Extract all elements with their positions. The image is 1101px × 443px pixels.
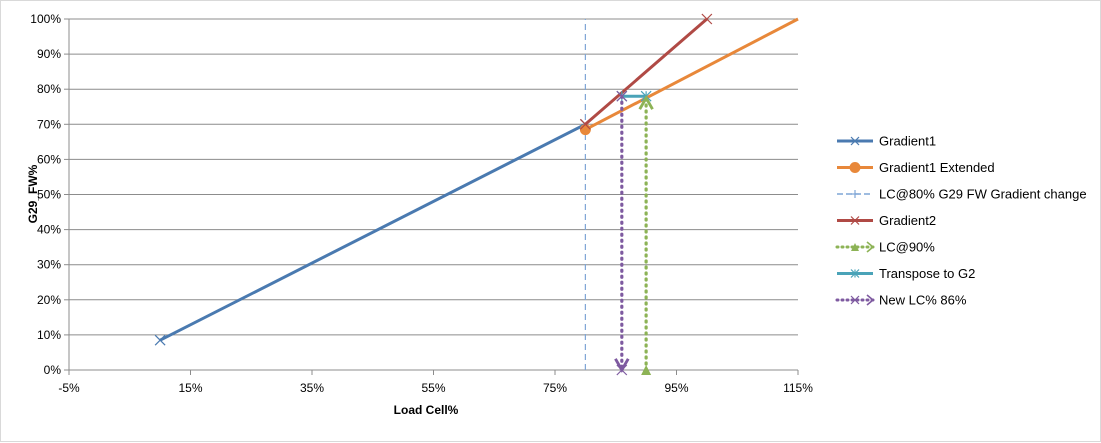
- series-line-3: [584, 17, 708, 126]
- data-point: [849, 162, 861, 173]
- data-point: [851, 190, 859, 198]
- x-axis-title: Load Cell%: [394, 403, 459, 417]
- data-point: [616, 90, 628, 102]
- grid-layer: [69, 18, 798, 371]
- legend-label: Gradient1 Extended: [879, 160, 995, 175]
- data-point: [701, 13, 713, 25]
- y-tick-label: 40%: [37, 223, 61, 237]
- y-tick-label: 80%: [37, 82, 61, 96]
- x-tick-label: 35%: [300, 381, 324, 395]
- series-line-0: [159, 122, 587, 342]
- data-point: [579, 118, 591, 130]
- data-point: [641, 365, 652, 375]
- legend-label: Gradient1: [879, 134, 936, 149]
- data-point: [154, 334, 166, 346]
- y-tick-label: 70%: [37, 117, 61, 131]
- x-tick-label: 55%: [421, 381, 445, 395]
- legend-item: Gradient2: [837, 213, 936, 228]
- axis-layer: 0% 10% 20% 30% 40% 50% 60% 70% 80% 90% 100% -5% 15% 3…: [30, 12, 813, 395]
- y-tick-label: 100%: [30, 12, 61, 26]
- legend-label: LC@80% G29 FW Gradient change: [879, 187, 1087, 202]
- data-point: [850, 295, 860, 305]
- legend-item: Transpose to G2: [837, 266, 975, 281]
- legend-item: Gradient1: [837, 134, 936, 149]
- x-tick-label: -5%: [58, 381, 80, 395]
- data-point: [579, 124, 591, 136]
- y-tick-label: 20%: [37, 293, 61, 307]
- y-tick-label: 30%: [37, 258, 61, 272]
- legend-item: LC@80% G29 FW Gradient change: [837, 187, 1087, 202]
- x-tick-label: 115%: [783, 381, 813, 395]
- data-point: [850, 136, 860, 146]
- legend-item: LC@90%: [835, 240, 935, 255]
- legend-label: Gradient2: [879, 213, 936, 228]
- data-point: [616, 364, 628, 376]
- y-tick-label: 90%: [37, 47, 61, 61]
- legend-label: Transpose to G2: [879, 266, 975, 281]
- data-point: [851, 243, 859, 251]
- legend-item: Gradient1 Extended: [837, 160, 995, 175]
- y-tick-label: 0%: [44, 363, 62, 377]
- series-layer: [154, 13, 799, 376]
- x-tick-label: 95%: [664, 381, 688, 395]
- data-point: [850, 216, 860, 225]
- y-tick-label: 50%: [37, 188, 61, 202]
- series-line-1: [584, 17, 799, 131]
- legend-label: New LC% 86%: [879, 293, 967, 308]
- x-tick-label: 15%: [178, 381, 202, 395]
- legend-item: New LC% 86%: [835, 293, 967, 308]
- y-tick-label: 60%: [37, 152, 61, 166]
- y-tick-label: 10%: [37, 328, 61, 342]
- x-tick-label: 75%: [543, 381, 567, 395]
- legend-layer: Gradient1 Gradient1 Extended LC@80% G29 FW…: [835, 134, 1087, 308]
- data-point: [850, 269, 860, 278]
- y-axis-title: G29_FW%: [26, 164, 40, 223]
- legend-label: LC@90%: [879, 240, 935, 255]
